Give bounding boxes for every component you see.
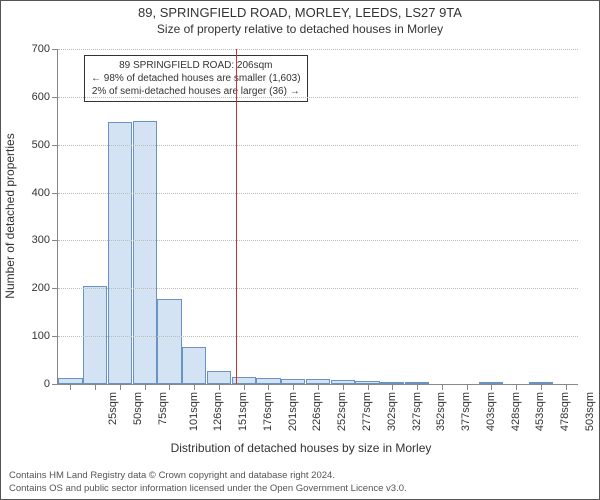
plot-area: 89 SPRINGFIELD ROAD: 206sqm ← 98% of det… xyxy=(57,49,578,385)
x-tick xyxy=(491,384,492,390)
x-tick xyxy=(318,384,319,390)
x-tick-label: 201sqm xyxy=(287,392,299,431)
y-tick xyxy=(52,193,58,194)
x-tick xyxy=(70,384,71,390)
x-tick xyxy=(368,384,369,390)
footer-line1: Contains HM Land Registry data © Crown c… xyxy=(9,470,407,482)
x-tick-label: 75sqm xyxy=(157,392,169,425)
bar xyxy=(207,371,231,384)
x-tick xyxy=(392,384,393,390)
page-title: 89, SPRINGFIELD ROAD, MORLEY, LEEDS, LS2… xyxy=(1,5,599,20)
y-tick-label: 700 xyxy=(10,43,50,55)
y-tick xyxy=(52,384,58,385)
x-tick-label: 50sqm xyxy=(132,392,144,425)
chart-container: 89, SPRINGFIELD ROAD, MORLEY, LEEDS, LS2… xyxy=(0,0,600,500)
x-tick xyxy=(467,384,468,390)
x-axis-title: Distribution of detached houses by size … xyxy=(1,441,600,455)
grid-line xyxy=(58,49,578,50)
x-tick-label: 352sqm xyxy=(435,392,447,431)
y-tick-label: 0 xyxy=(10,378,50,390)
grid-line xyxy=(58,97,578,98)
x-tick-label: 126sqm xyxy=(213,392,225,431)
y-tick xyxy=(52,240,58,241)
bar xyxy=(182,347,206,384)
x-tick-label: 453sqm xyxy=(534,392,546,431)
annotation-line1: 89 SPRINGFIELD ROAD: 206sqm xyxy=(91,59,301,72)
bar xyxy=(157,299,181,384)
y-tick-label: 300 xyxy=(10,234,50,246)
x-tick-label: 226sqm xyxy=(312,392,324,431)
bar xyxy=(133,121,157,384)
marker-line xyxy=(236,49,237,384)
x-tick xyxy=(417,384,418,390)
x-tick-label: 252sqm xyxy=(336,392,348,431)
y-tick xyxy=(52,97,58,98)
bar xyxy=(108,122,132,384)
bar xyxy=(232,377,256,384)
y-tick-label: 400 xyxy=(10,187,50,199)
y-tick-label: 100 xyxy=(10,330,50,342)
footer-line2: Contains OS and public sector informatio… xyxy=(9,483,407,495)
x-tick-label: 327sqm xyxy=(411,392,423,431)
grid-line xyxy=(58,240,578,241)
y-tick-label: 200 xyxy=(10,282,50,294)
footer: Contains HM Land Registry data © Crown c… xyxy=(9,470,407,495)
y-tick xyxy=(52,49,58,50)
y-tick xyxy=(52,288,58,289)
grid-line xyxy=(58,336,578,337)
x-tick xyxy=(244,384,245,390)
x-tick xyxy=(219,384,220,390)
x-tick xyxy=(516,384,517,390)
x-tick-label: 403sqm xyxy=(485,392,497,431)
x-tick-label: 101sqm xyxy=(188,392,200,431)
x-tick xyxy=(541,384,542,390)
x-tick xyxy=(343,384,344,390)
y-tick xyxy=(52,336,58,337)
x-tick-label: 176sqm xyxy=(262,392,274,431)
grid-line xyxy=(58,145,578,146)
grid-line xyxy=(58,193,578,194)
x-tick-label: 478sqm xyxy=(559,392,571,431)
annotation-box: 89 SPRINGFIELD ROAD: 206sqm ← 98% of det… xyxy=(84,55,308,102)
y-tick-label: 600 xyxy=(10,91,50,103)
chart-area: Number of detached properties 89 SPRINGF… xyxy=(1,41,600,451)
x-tick-label: 377sqm xyxy=(460,392,472,431)
x-tick xyxy=(145,384,146,390)
grid-line xyxy=(58,288,578,289)
y-axis-title: Number of detached properties xyxy=(3,133,17,298)
x-tick-label: 302sqm xyxy=(386,392,398,431)
x-tick-label: 25sqm xyxy=(107,392,119,425)
x-tick xyxy=(169,384,170,390)
y-tick-label: 500 xyxy=(10,139,50,151)
x-tick xyxy=(95,384,96,390)
x-tick xyxy=(268,384,269,390)
x-tick-label: 151sqm xyxy=(237,392,249,431)
annotation-line2: ← 98% of detached houses are smaller (1,… xyxy=(91,72,301,85)
x-tick xyxy=(120,384,121,390)
bar xyxy=(83,286,107,384)
x-tick xyxy=(442,384,443,390)
x-tick-label: 503sqm xyxy=(584,392,596,431)
y-tick xyxy=(52,145,58,146)
x-tick-label: 428sqm xyxy=(510,392,522,431)
x-tick xyxy=(194,384,195,390)
chart-subtitle: Size of property relative to detached ho… xyxy=(1,22,599,36)
x-tick xyxy=(293,384,294,390)
x-tick-label: 277sqm xyxy=(361,392,373,431)
x-tick xyxy=(566,384,567,390)
